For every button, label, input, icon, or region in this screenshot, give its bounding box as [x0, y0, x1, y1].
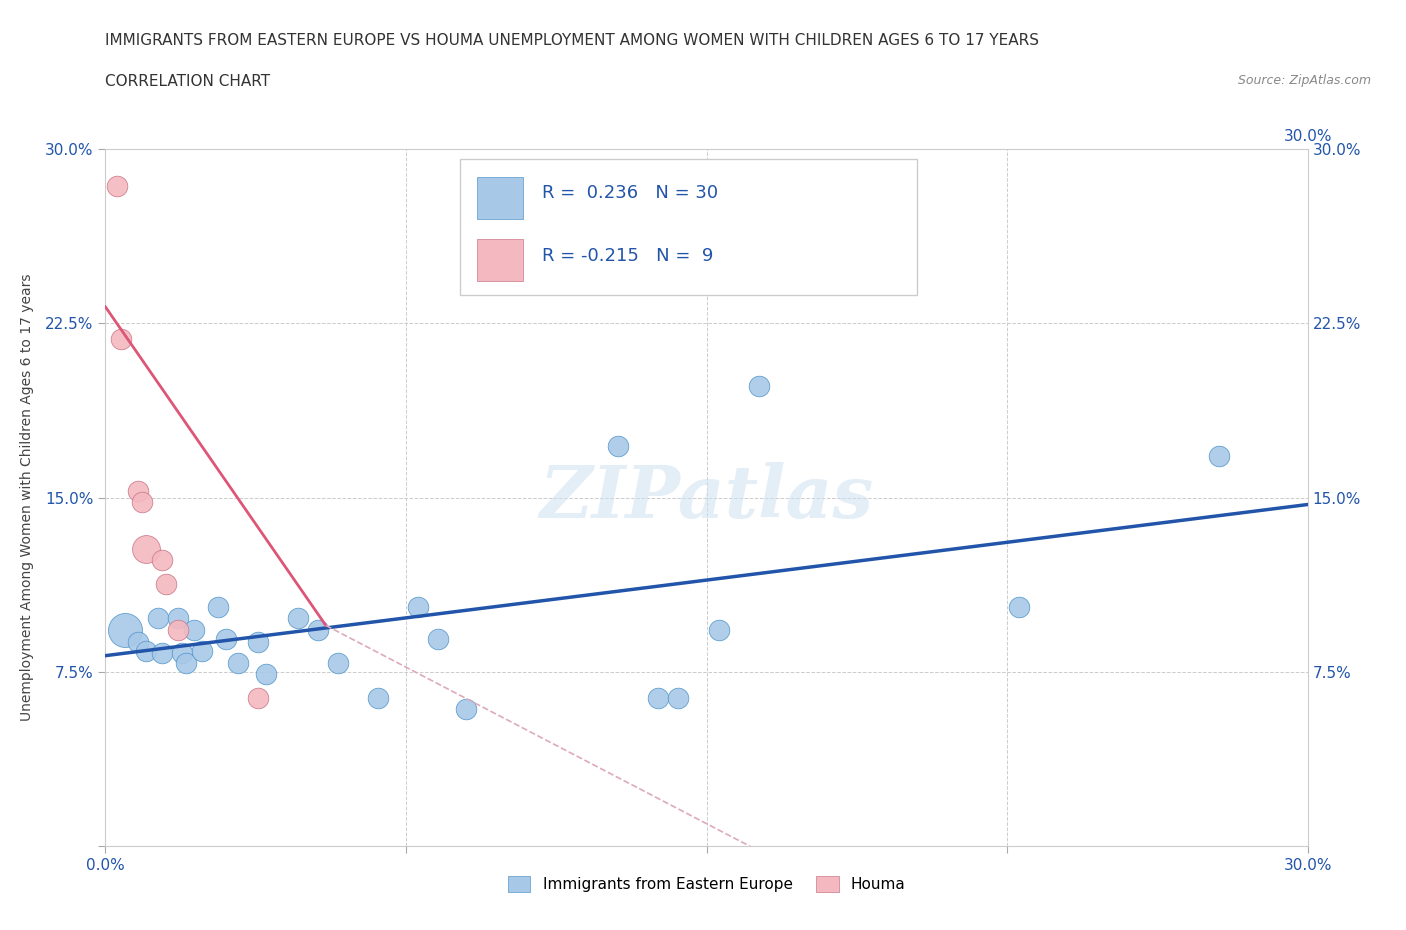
Point — [131, 495, 153, 510]
Point — [107, 179, 129, 193]
Point — [226, 656, 249, 671]
Text: R = -0.215   N =  9: R = -0.215 N = 9 — [541, 246, 713, 264]
Point — [307, 623, 329, 638]
Legend: Immigrants from Eastern Europe, Houma: Immigrants from Eastern Europe, Houma — [502, 870, 911, 898]
Point — [427, 632, 450, 647]
Point — [748, 379, 770, 393]
Point — [190, 644, 212, 658]
Point — [326, 656, 349, 671]
Point — [454, 702, 477, 717]
Y-axis label: Unemployment Among Women with Children Ages 6 to 17 years: Unemployment Among Women with Children A… — [20, 273, 34, 722]
Point — [170, 646, 193, 661]
Point — [207, 600, 229, 615]
Point — [155, 577, 177, 591]
Text: CORRELATION CHART: CORRELATION CHART — [105, 74, 270, 89]
Point — [1008, 600, 1031, 615]
Point — [1208, 448, 1230, 463]
Point — [783, 239, 806, 254]
Point — [110, 332, 132, 347]
Point — [127, 484, 149, 498]
Point — [150, 646, 173, 661]
Point — [183, 623, 205, 638]
Point — [150, 552, 173, 567]
Point — [287, 611, 309, 626]
Text: ZIPatlas: ZIPatlas — [540, 462, 873, 533]
Point — [707, 623, 730, 638]
Text: IMMIGRANTS FROM EASTERN EUROPE VS HOUMA UNEMPLOYMENT AMONG WOMEN WITH CHILDREN A: IMMIGRANTS FROM EASTERN EUROPE VS HOUMA … — [105, 33, 1039, 47]
Text: Source: ZipAtlas.com: Source: ZipAtlas.com — [1237, 74, 1371, 87]
Point — [166, 623, 188, 638]
Point — [406, 600, 429, 615]
Point — [135, 644, 157, 658]
Point — [607, 439, 630, 454]
Point — [114, 623, 136, 638]
Point — [246, 634, 269, 649]
Point — [668, 690, 690, 705]
Point — [647, 690, 669, 705]
Point — [146, 611, 169, 626]
Point — [127, 634, 149, 649]
Point — [135, 541, 157, 556]
Point — [254, 667, 277, 682]
FancyBboxPatch shape — [460, 159, 917, 296]
Point — [367, 690, 389, 705]
Point — [214, 632, 236, 647]
Bar — [477, 177, 523, 219]
Point — [174, 656, 197, 671]
Text: R =  0.236   N = 30: R = 0.236 N = 30 — [541, 184, 718, 202]
Bar — [477, 240, 523, 282]
Point — [166, 611, 188, 626]
Point — [246, 690, 269, 705]
